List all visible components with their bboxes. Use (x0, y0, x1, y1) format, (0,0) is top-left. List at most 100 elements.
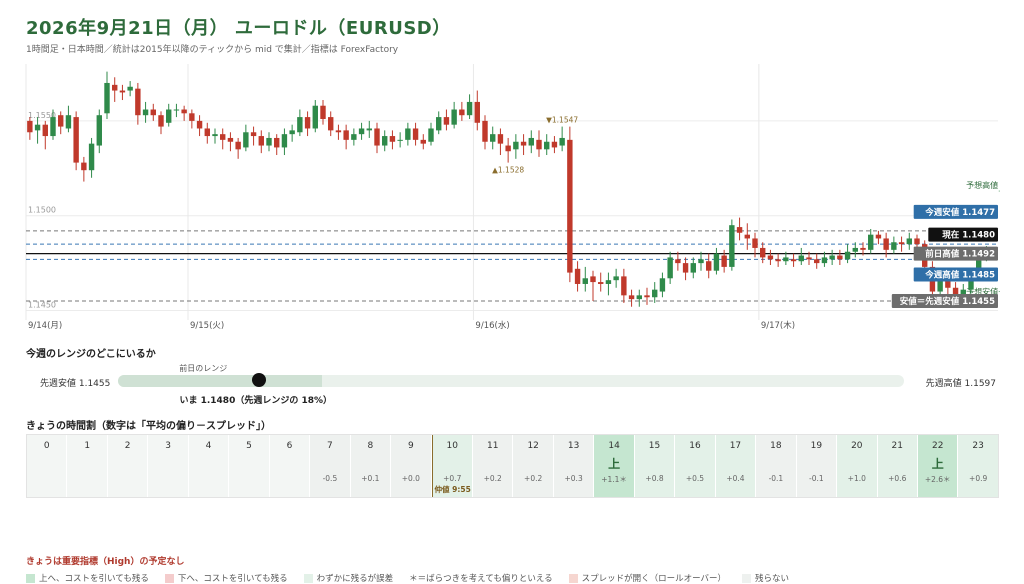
candle-body (443, 117, 450, 125)
extreme-annotation: ▲1.1528 (492, 166, 524, 175)
day-label: 9/16(水) (475, 320, 509, 331)
hour-number: 7 (327, 441, 333, 451)
legend-swatch (26, 573, 35, 583)
candle-body (474, 101, 480, 123)
hour-number: 22 (931, 441, 944, 451)
hour-cell-4: 4 (188, 435, 230, 497)
candle-body (235, 141, 241, 150)
candle-body (412, 128, 419, 140)
candle-body (397, 139, 403, 141)
candle-body (258, 136, 264, 146)
candle-body (243, 132, 249, 148)
candle-body (844, 251, 851, 260)
candle-body (875, 234, 882, 239)
candle-body (181, 109, 187, 114)
hour-cell-3: 3 (148, 435, 189, 497)
candle-body (142, 109, 149, 116)
hour-cell-1: 1 (67, 435, 108, 497)
forecast-high-label: 予想高値 1.1513 (966, 180, 1000, 190)
y-tick-label: 1.1550 (28, 111, 56, 120)
hour-cell-13: 13 +0.3 (553, 435, 595, 497)
candle-body (937, 276, 943, 292)
candle-body (343, 130, 349, 140)
range-left-label: 先週安値 1.1455 (40, 379, 111, 389)
hour-bias-value: +0.3 (564, 474, 583, 483)
candle-body (891, 242, 897, 250)
candle-body (667, 257, 673, 279)
candle-body (289, 130, 295, 135)
price-tag-label: 今週安値 1.1477 (924, 207, 995, 218)
candle-body (968, 276, 974, 290)
hour-direction: 上 (931, 457, 944, 471)
hour-number: 18 (770, 441, 782, 451)
price-tag-bg (913, 267, 998, 282)
hour-cell-23: 23 +0.9 (958, 435, 998, 497)
hour-bias-value: +0.0 (401, 474, 420, 483)
legend-label: 上へ、コストを引いても残る (39, 574, 149, 584)
price-tag-label: 安値＝先週安値 1.1455 (900, 296, 995, 307)
candle-body (752, 238, 758, 248)
candle-body (50, 117, 56, 137)
candle-body (721, 255, 727, 267)
hour-cell-12: 12 +0.2 (513, 435, 554, 497)
range-track: 前日のレンジ いま 1.1480（先週レンジの 18%） (118, 364, 904, 406)
candle-body (729, 225, 735, 267)
hour-bias-value: +0.1 (361, 474, 380, 483)
candle-body (428, 128, 434, 142)
legend-swatch (742, 573, 751, 583)
candle-body (513, 141, 519, 150)
candle-body (505, 145, 511, 152)
hour-number: 8 (367, 441, 374, 451)
legend-swatch (303, 573, 313, 583)
candle-body (73, 117, 79, 163)
candle-body (189, 113, 195, 121)
legend-label: スプレッドが開く（ロールオーバー） (581, 574, 726, 584)
hour-number: 12 (527, 441, 539, 451)
candle-body (112, 84, 118, 91)
candle-body (574, 268, 581, 284)
candle-body (451, 109, 457, 125)
price-tag-bg (891, 294, 998, 309)
candle-body (173, 109, 180, 111)
hour-cell-0: 0 (27, 435, 68, 497)
range-right-label: 先週高値 1.1597 (925, 379, 996, 389)
y-tick-label: 1.1500 (28, 206, 56, 215)
hour-number: 21 (891, 441, 903, 451)
candle-body (158, 115, 164, 127)
candle-body (544, 141, 550, 150)
hour-direction: 上 (608, 457, 621, 471)
price-tag-bg (913, 204, 998, 219)
hour-cell-2: 2 (107, 435, 149, 497)
candle-body (659, 278, 666, 292)
candle-body (706, 261, 712, 271)
candle-body (798, 255, 804, 262)
candle-body (65, 115, 72, 129)
candle-body (690, 263, 696, 273)
candle-body (636, 295, 642, 300)
candle-body (220, 134, 226, 140)
candle-body (34, 124, 41, 131)
hour-number: 13 (567, 441, 580, 451)
candle-body (250, 132, 257, 137)
candle-body (837, 255, 843, 260)
candle-body (482, 120, 488, 142)
legend-item: 残らない (742, 572, 789, 584)
hour-cell-22: 22 上 +2.6＊ (917, 435, 959, 497)
candle-body (898, 242, 905, 245)
legend: 上へ、コストを引いても残る 下へ、コストを引いても残る わずかに残るが誤差 ＊＝ばらつ… (26, 572, 805, 584)
candle-body (713, 253, 720, 271)
hour-number: 14 (608, 441, 620, 451)
candle-body (675, 259, 681, 264)
candle-body (351, 134, 357, 140)
candle-body (551, 141, 558, 148)
legend-label: ＊＝ばらつきを考えても偏りといえる (409, 574, 553, 584)
hour-cell-10: 10 +0.7 仲値 9:55 (431, 435, 473, 497)
candle-body (783, 257, 789, 262)
candle-body (304, 117, 311, 129)
candle-body (775, 259, 781, 262)
candle-body (945, 276, 951, 288)
price-tag-label: 現在 1.1480 (942, 230, 995, 241)
candle-body (613, 276, 619, 281)
hour-bias-value: +0.4 (726, 474, 745, 483)
event-alert: きょうは重要指標（High）の予定なし (26, 557, 185, 567)
